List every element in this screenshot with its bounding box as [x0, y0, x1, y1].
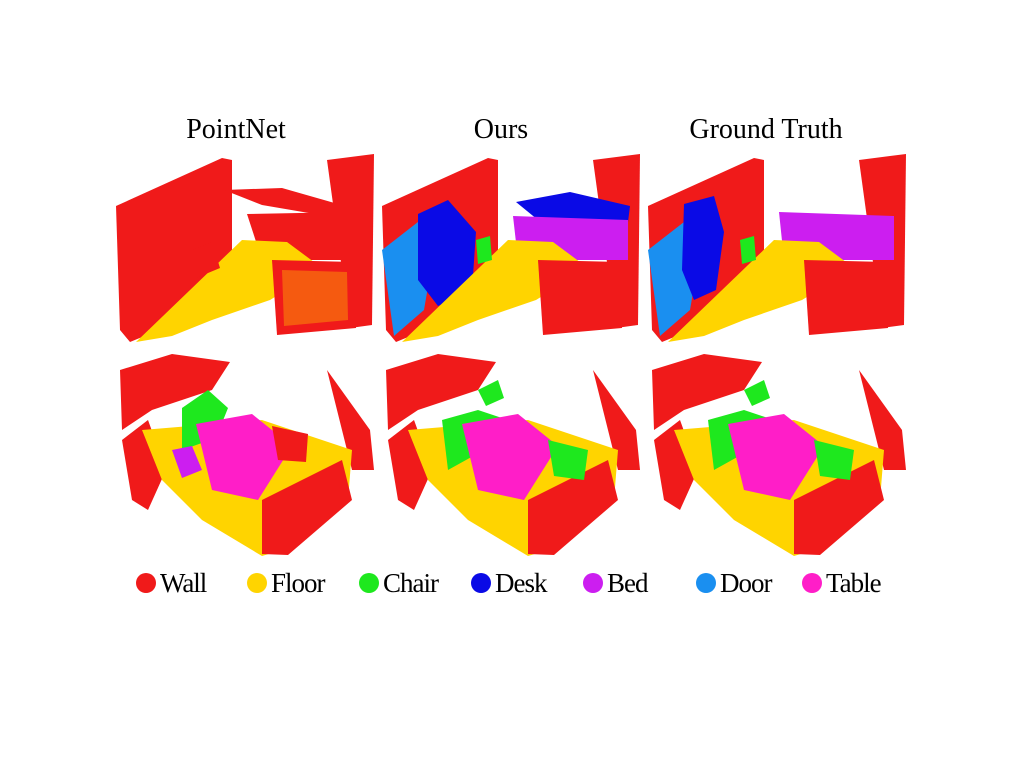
scene2-ground-truth-pointcloud — [652, 354, 906, 556]
legend-swatch-chair — [359, 573, 379, 593]
legend-item-bed: Bed — [583, 566, 648, 600]
legend-item-chair: Chair — [359, 566, 439, 600]
class-legend: Wall Floor Chair Desk Bed Door Table — [130, 566, 910, 600]
legend-label-wall: Wall — [160, 567, 207, 598]
legend-label-desk: Desk — [495, 567, 547, 598]
scene1-ours-pointcloud — [382, 154, 640, 342]
legend-label-door: Door — [720, 567, 772, 598]
legend-swatch-table — [802, 573, 822, 593]
column-title-pointnet: PointNet — [186, 114, 286, 145]
scene2-ours-pointcloud — [386, 354, 640, 556]
legend-swatch-door — [696, 573, 716, 593]
legend-swatch-desk — [471, 573, 491, 593]
scene1-ground-truth-pointcloud — [648, 154, 906, 342]
legend-item-door: Door — [696, 566, 772, 600]
legend-item-desk: Desk — [471, 566, 547, 600]
column-title-ours: Ours — [473, 114, 529, 145]
legend-swatch-bed — [583, 573, 603, 593]
legend-item-floor: Floor — [247, 566, 326, 600]
legend-label-table: Table — [826, 567, 882, 598]
legend-label-bed: Bed — [607, 567, 648, 598]
column-title-ground-truth: Ground Truth — [689, 114, 843, 145]
legend-label-floor: Floor — [271, 567, 326, 598]
scene2-pointnet-pointcloud — [120, 354, 374, 556]
legend-label-chair: Chair — [383, 567, 439, 598]
legend-item-wall: Wall — [136, 566, 207, 600]
legend-swatch-floor — [247, 573, 267, 593]
legend-item-table: Table — [802, 566, 882, 600]
legend-swatch-wall — [136, 573, 156, 593]
scene1-pointnet-pointcloud — [116, 154, 374, 342]
